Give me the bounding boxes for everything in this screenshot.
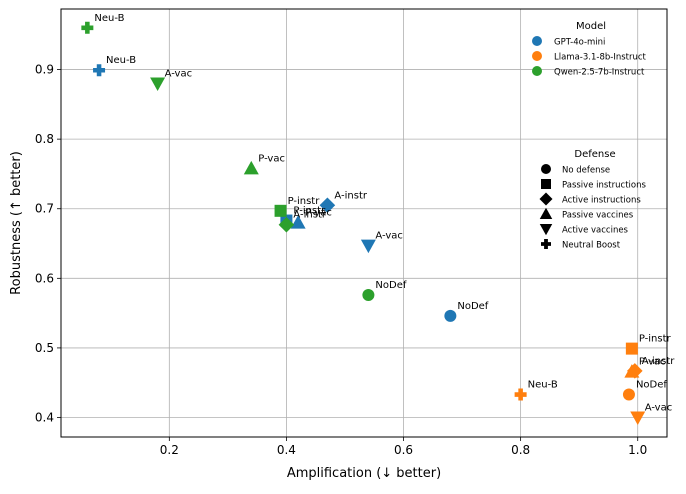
legend-model-label: Qwen-2.5-7b-Instruct [554, 68, 645, 78]
x-tick-label: 0.8 [511, 443, 530, 457]
legend-defense-label: Passive instructions [562, 181, 646, 191]
legend-model-title: Model [576, 21, 606, 32]
point-llama-3-1-8b-instruct-neutral-boost [514, 388, 527, 401]
y-tick-label: 0.9 [35, 63, 54, 77]
x-tick-label: 1.0 [628, 443, 647, 457]
y-tick-label: 0.4 [35, 411, 54, 425]
legend-model-label: GPT-4o-mini [554, 38, 605, 48]
point-label: P-vac [258, 153, 285, 164]
point-gpt-4o-mini-no-defense [444, 309, 457, 322]
plot-frame [60, 8, 668, 438]
point-label: Neu-B [106, 55, 136, 66]
legend-defense: Defense No defense Passive instructions Ac… [539, 149, 646, 251]
legend-defense-marker [539, 207, 553, 219]
legend-defense-label: Neutral Boost [562, 241, 621, 251]
point-qwen-2-5-7b-instruct-passive-instructions [274, 204, 287, 217]
point-label: A-vac [375, 231, 403, 242]
legend-defense-label: Active vaccines [562, 226, 629, 236]
point-label: P-vac [639, 357, 666, 368]
data-points [81, 21, 646, 426]
y-tick-label: 0.8 [35, 132, 54, 146]
point-llama-3-1-8b-instruct-no-defense [622, 388, 635, 401]
point-qwen-2-5-7b-instruct-passive-vaccines [243, 160, 259, 175]
legend-defense-marker [539, 192, 553, 206]
legend-model-label: Llama-3.1-8b-Instruct [554, 53, 647, 63]
point-label: A-instr [642, 356, 675, 367]
data-labels: NoDefP-instrA-instrP-vacA-vacNeu-BNoDefP… [94, 13, 675, 414]
x-tick-label: 0.6 [394, 443, 413, 457]
point-qwen-2-5-7b-instruct-active-vaccines [150, 77, 166, 91]
point-gpt-4o-mini-active-instructions [319, 197, 336, 214]
point-llama-3-1-8b-instruct-active-vaccines [630, 411, 646, 426]
point-label: Neu-B [528, 380, 558, 391]
legend-model: Model GPT-4o-mini Llama-3.1-8b-Instruct Qw… [532, 21, 647, 78]
y-tick-label: 0.5 [35, 341, 54, 355]
legend-defense-label: Passive vaccines [562, 211, 634, 221]
x-tick-label: 0.4 [277, 443, 296, 457]
y-tick-label: 0.6 [35, 271, 54, 285]
point-gpt-4o-mini-neutral-boost [93, 64, 106, 77]
legend-model-marker [532, 66, 542, 76]
point-qwen-2-5-7b-instruct-no-defense [362, 289, 375, 302]
y-tick-label: 0.7 [35, 202, 54, 216]
point-label: NoDef [636, 380, 667, 391]
point-label: A-instr [293, 210, 326, 221]
point-label: A-vac [645, 403, 673, 414]
point-llama-3-1-8b-instruct-passive-vaccines [624, 364, 640, 378]
point-gpt-4o-mini-active-vaccines [360, 239, 376, 254]
point-label: A-vac [165, 68, 193, 79]
legend-model-marker [532, 51, 542, 61]
point-qwen-2-5-7b-instruct-neutral-boost [81, 21, 94, 34]
legend-defense-marker [541, 179, 551, 189]
x-axis-label: Amplification (↓ better) [287, 466, 441, 481]
point-label: NoDef [457, 301, 488, 312]
point-llama-3-1-8b-instruct-passive-instructions [625, 342, 638, 355]
point-label: P-instr [293, 206, 326, 217]
point-label: P-vac [305, 208, 332, 219]
legend-model-marker [532, 36, 542, 46]
legend-defense-title: Defense [574, 149, 615, 160]
point-label: Neu-B [94, 13, 124, 24]
legend-defense-label: Active instructions [562, 196, 641, 206]
grid [61, 9, 667, 437]
point-label: A-instr [334, 190, 367, 201]
y-axis-label: Robustness (↑ better) [9, 151, 24, 295]
point-label: P-instr [639, 334, 672, 345]
legend-defense-marker [539, 224, 553, 236]
point-gpt-4o-mini-passive-vaccines [290, 215, 306, 229]
x-tick-label: 0.2 [160, 443, 179, 457]
legend-defense-label: No defense [562, 166, 610, 176]
point-label: P-instr [288, 196, 321, 207]
point-qwen-2-5-7b-instruct-active-instructions [278, 216, 295, 233]
legend-defense-marker [541, 239, 551, 249]
point-label: NoDef [375, 280, 406, 291]
axis-ticks: 0.2 0.4 0.6 0.8 1.0 0.4 0.5 0.6 0.7 0.8 0.9 [35, 63, 647, 457]
legend-defense-marker [541, 164, 551, 174]
